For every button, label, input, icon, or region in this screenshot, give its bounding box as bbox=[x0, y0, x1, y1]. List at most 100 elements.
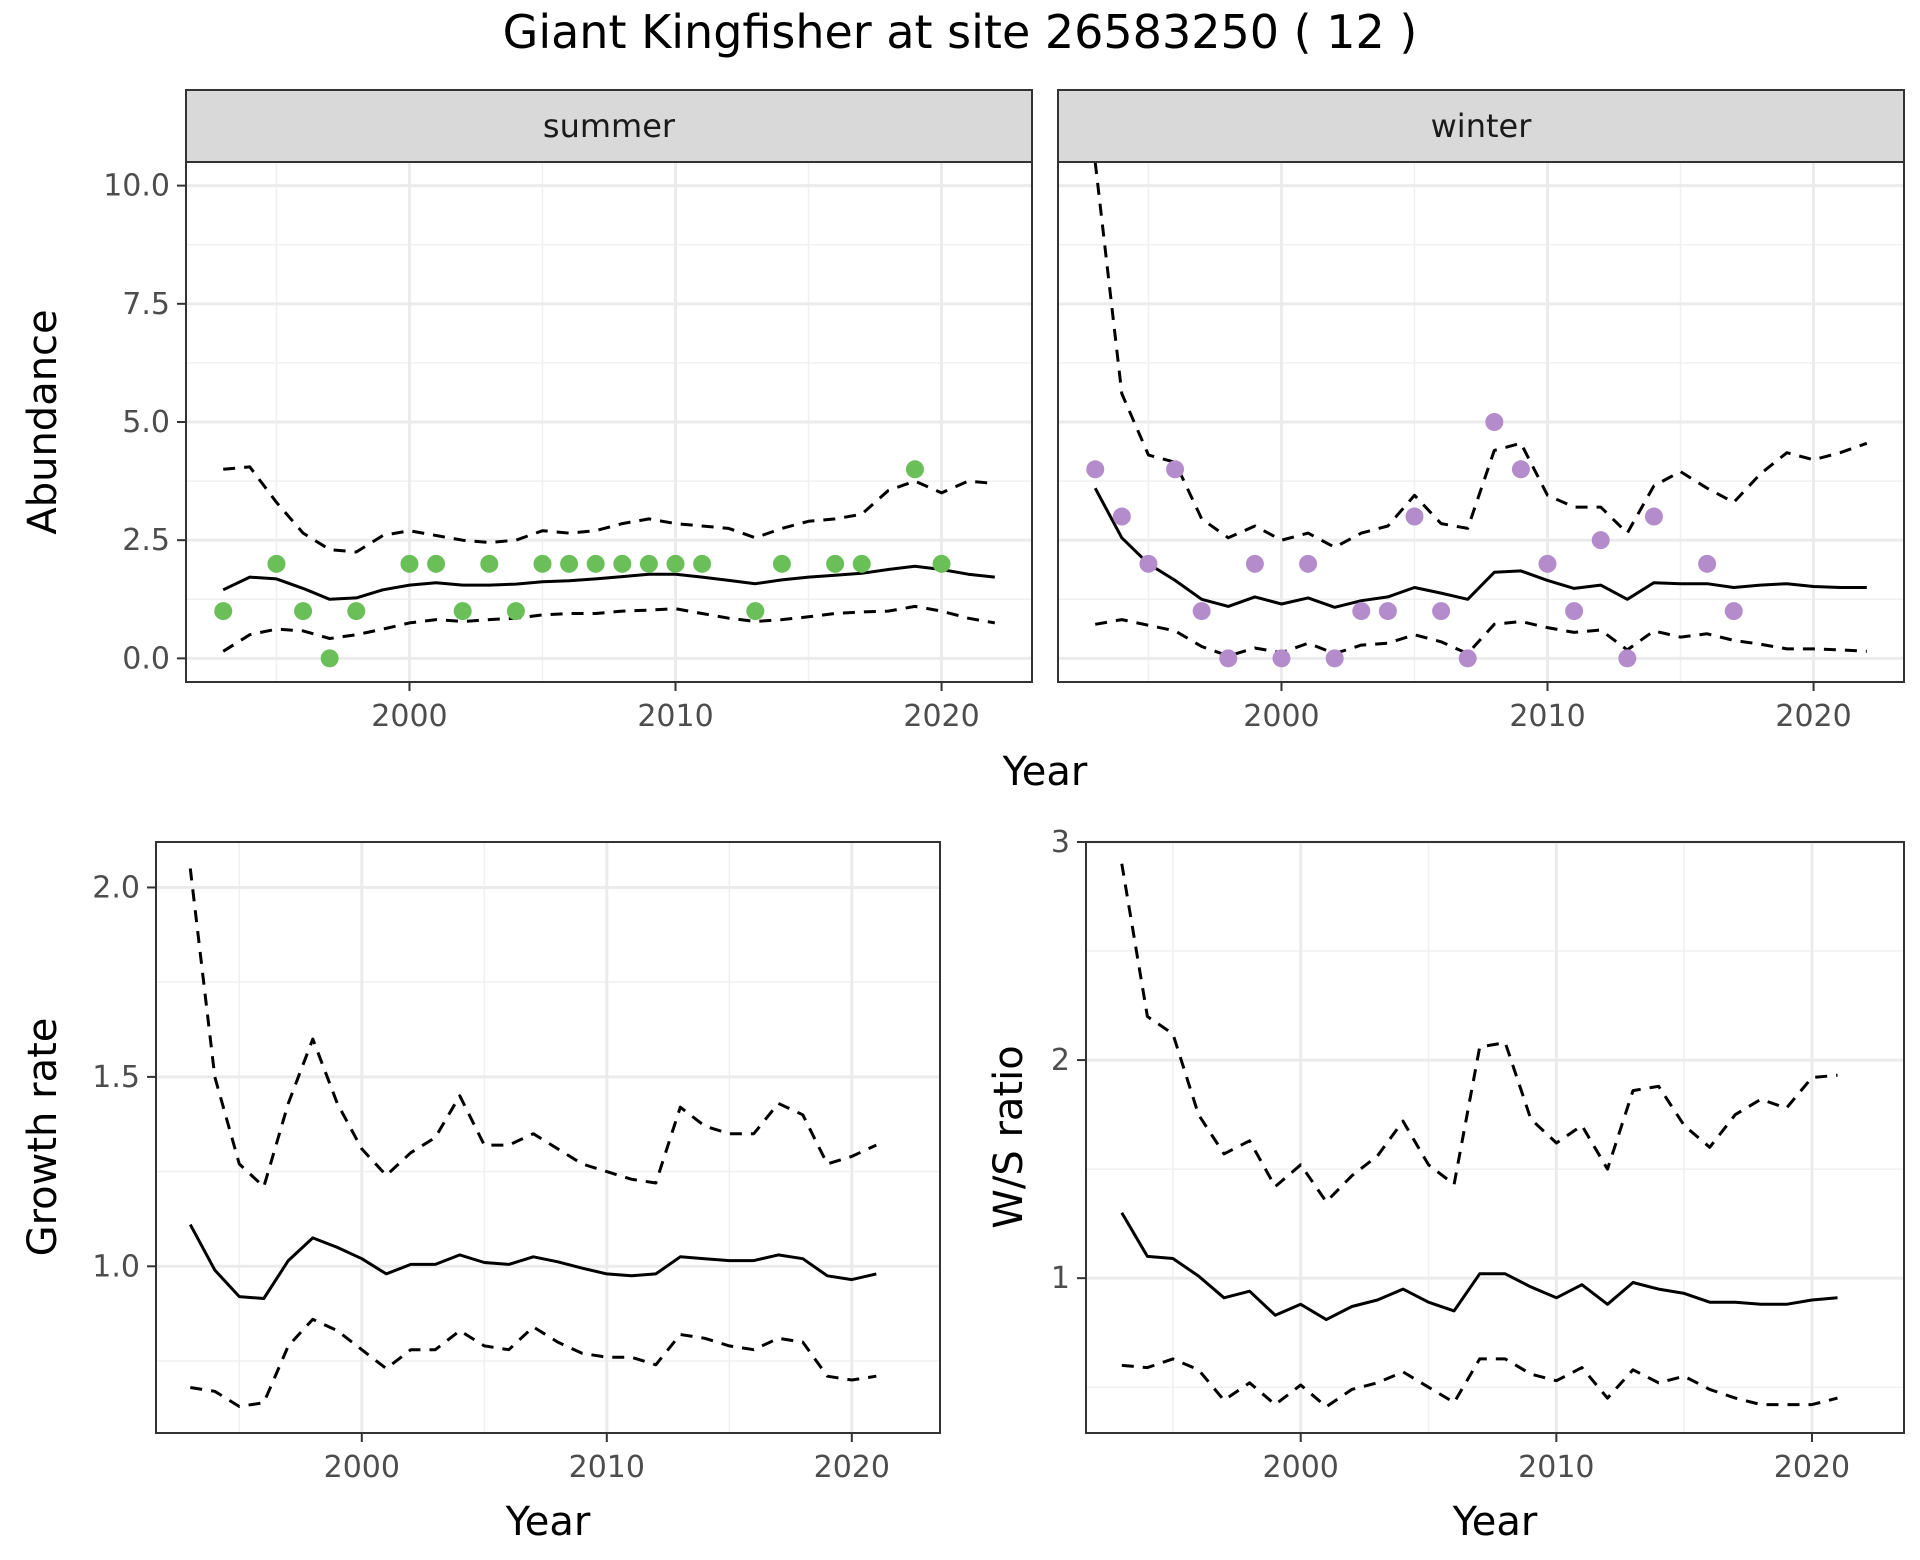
y-tick-label: 1.5 bbox=[92, 1060, 140, 1095]
growth-x-axis-title: Year bbox=[505, 1499, 591, 1545]
abundance-x-axis-title: Year bbox=[1002, 749, 1088, 795]
data-point bbox=[1272, 649, 1291, 668]
data-point bbox=[1724, 602, 1743, 621]
data-point bbox=[1192, 602, 1211, 621]
data-point bbox=[772, 554, 791, 573]
panel-border bbox=[1085, 841, 1905, 1434]
data-point bbox=[400, 554, 419, 573]
data-point bbox=[453, 602, 472, 621]
data-point bbox=[1352, 602, 1371, 621]
data-point bbox=[1139, 554, 1158, 573]
data-point bbox=[586, 554, 605, 573]
data-point bbox=[1485, 413, 1504, 431]
data-point bbox=[1618, 649, 1637, 668]
y-tick-label: 10.0 bbox=[103, 169, 170, 204]
facet-strip bbox=[185, 89, 1033, 163]
x-tick-label: 2020 bbox=[814, 1450, 890, 1485]
x-tick-label: 2010 bbox=[569, 1450, 645, 1485]
series-line-mean bbox=[188, 1223, 877, 1300]
data-point bbox=[905, 460, 924, 479]
x-tick-label: 2010 bbox=[637, 699, 713, 734]
data-point bbox=[533, 554, 552, 573]
growth-panel: 1.0 1.5 2.0 2000 2010 2020 bbox=[92, 841, 941, 1485]
y-tick-label: 0.0 bbox=[122, 641, 170, 676]
series-line-upper bbox=[188, 868, 877, 1189]
x-tick-label: 2020 bbox=[1775, 699, 1851, 734]
facet-strip bbox=[1057, 89, 1905, 163]
data-point bbox=[826, 554, 845, 573]
y-tick-label: 7.5 bbox=[122, 287, 170, 322]
series-line-mean bbox=[1120, 1211, 1838, 1322]
data-point bbox=[427, 554, 446, 573]
y-tick-label: 5.0 bbox=[122, 405, 170, 440]
y-tick-label: 3 bbox=[1051, 825, 1070, 860]
data-point bbox=[693, 554, 712, 573]
data-point bbox=[1112, 507, 1131, 526]
facet-strip-label: winter bbox=[1431, 107, 1533, 145]
x-tick-label: 2010 bbox=[1509, 699, 1585, 734]
series-line-lower bbox=[222, 604, 996, 653]
data-point bbox=[294, 602, 313, 621]
data-point bbox=[267, 554, 286, 573]
data-point bbox=[1299, 554, 1318, 573]
data-point bbox=[666, 554, 685, 573]
x-tick-label: 2000 bbox=[1243, 699, 1319, 734]
y-tick-label: 1.0 bbox=[92, 1249, 140, 1284]
data-point bbox=[560, 554, 579, 573]
data-point bbox=[1591, 531, 1610, 550]
data-point bbox=[214, 602, 233, 621]
ratio-y-axis-title: W/S ratio bbox=[986, 1045, 1032, 1228]
x-tick-label: 2000 bbox=[324, 1450, 400, 1485]
data-point bbox=[320, 649, 339, 668]
ratio-panel: 1 2 3 2000 2010 2020 bbox=[1051, 825, 1905, 1485]
data-point bbox=[1458, 649, 1477, 668]
x-tick-label: 2020 bbox=[1774, 1450, 1850, 1485]
data-point bbox=[1698, 554, 1717, 573]
series-line-upper bbox=[223, 465, 995, 554]
growth-y-axis-title: Growth rate bbox=[20, 1018, 66, 1257]
y-tick-label: 2 bbox=[1051, 1043, 1070, 1078]
x-tick-label: 2020 bbox=[903, 699, 979, 734]
x-tick-label: 2010 bbox=[1518, 1450, 1594, 1485]
abundance-y-axis-title: Abundance bbox=[20, 309, 66, 534]
data-point bbox=[1166, 460, 1185, 479]
series-line-upper bbox=[1093, 161, 1868, 549]
data-point bbox=[1538, 554, 1557, 573]
data-point bbox=[639, 554, 658, 573]
data-point bbox=[1245, 554, 1264, 573]
chart-title: Giant Kingfisher at site 26583250 ( 12 ) bbox=[503, 5, 1418, 59]
data-point bbox=[347, 602, 366, 621]
data-point bbox=[1325, 649, 1344, 668]
data-point bbox=[1432, 602, 1451, 621]
data-point bbox=[746, 602, 765, 621]
data-point bbox=[1378, 602, 1397, 621]
data-point bbox=[613, 554, 632, 573]
facet-summer: summer 0.0 2.5 5.0 7.5 10.0 2000 2010 2020 bbox=[103, 89, 1033, 734]
y-tick-label: 2.0 bbox=[92, 870, 140, 905]
data-point bbox=[480, 554, 499, 573]
series-line-mean bbox=[1093, 487, 1867, 609]
data-point bbox=[1219, 649, 1238, 668]
series-line-lower bbox=[190, 1317, 877, 1408]
x-tick-label: 2000 bbox=[1263, 1450, 1339, 1485]
data-point bbox=[852, 554, 871, 573]
series-line-mean bbox=[222, 564, 995, 601]
facet-strip-label: summer bbox=[543, 107, 676, 145]
series-line-upper bbox=[1120, 863, 1838, 1204]
data-point bbox=[1565, 602, 1584, 621]
series-line-lower bbox=[1121, 1357, 1838, 1409]
data-point bbox=[506, 602, 525, 621]
data-point bbox=[932, 554, 951, 573]
series-line-lower bbox=[1094, 618, 1867, 658]
data-point bbox=[1511, 460, 1530, 479]
ratio-x-axis-title: Year bbox=[1452, 1499, 1538, 1545]
data-point bbox=[1405, 507, 1424, 526]
facet-winter: winter 2000 2010 2020 bbox=[1057, 89, 1905, 734]
data-point bbox=[1086, 460, 1105, 479]
y-tick-label: 2.5 bbox=[122, 523, 170, 558]
panel-border bbox=[155, 841, 941, 1434]
x-tick-label: 2000 bbox=[371, 699, 447, 734]
y-tick-label: 1 bbox=[1051, 1261, 1070, 1296]
